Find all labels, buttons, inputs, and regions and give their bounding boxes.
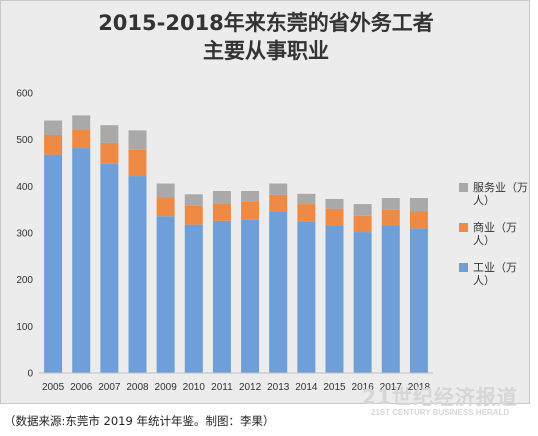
bar-commerce-2017 — [381, 209, 400, 226]
x-tick-label: 2015 — [323, 382, 346, 393]
bar-service-2017 — [381, 198, 400, 210]
legend-swatch-commerce — [459, 223, 468, 232]
y-tick-label: 0 — [27, 369, 33, 380]
chart-title-line-1: 2015-2018年来东莞的省外务工者 — [98, 11, 434, 35]
x-tick-label: 2012 — [239, 382, 262, 393]
bar-industry-2013 — [269, 212, 288, 373]
bar-service-2014 — [297, 193, 316, 205]
bar-service-2015 — [325, 198, 344, 209]
legend-swatch-industry — [459, 263, 468, 272]
x-tick-label: 2007 — [98, 382, 121, 393]
bar-industry-2018 — [409, 228, 428, 373]
bar-industry-2007 — [100, 163, 119, 373]
legend-label-industry: 工业（万人） — [473, 261, 517, 287]
x-tick-label: 2010 — [183, 382, 206, 393]
bar-industry-2010 — [184, 224, 203, 373]
y-tick-label: 100 — [16, 322, 33, 333]
bar-commerce-2005 — [44, 135, 63, 155]
bar-commerce-2006 — [72, 129, 91, 149]
legend-swatch-service — [459, 183, 468, 192]
bar-commerce-2015 — [325, 208, 344, 226]
bar-industry-2006 — [72, 148, 91, 373]
x-tick-label: 2017 — [380, 382, 403, 393]
watermark-subtext: 21ST CENTURY BUSINESS HERALD — [370, 408, 510, 417]
bar-commerce-2013 — [269, 194, 288, 212]
bar-industry-2015 — [325, 226, 344, 373]
x-tick-label: 2011 — [211, 382, 233, 393]
y-tick-label: 600 — [16, 89, 33, 100]
y-tick-label: 500 — [16, 135, 33, 146]
watermark-logo: 21世纪经济报道 21ST CENTURY BUSINESS HERALD — [350, 386, 530, 418]
bar-industry-2014 — [297, 221, 316, 373]
legend-item-service: 服务业（万人） — [459, 181, 531, 207]
bar-industry-2011 — [212, 220, 231, 373]
source-note: （数据来源:东莞市 2019 年统计年鉴。制图：李果） — [4, 414, 275, 428]
legend-item-industry: 工业（万人） — [459, 261, 531, 287]
x-tick-label: 2005 — [42, 382, 65, 393]
legend-label-commerce: 商业（万人） — [473, 221, 517, 247]
bar-service-2011 — [212, 191, 231, 204]
bar-service-2007 — [100, 125, 119, 143]
bar-service-2013 — [269, 183, 288, 195]
bar-service-2018 — [409, 198, 428, 212]
bar-commerce-2016 — [353, 215, 372, 233]
bar-service-2008 — [128, 130, 147, 150]
y-tick-label: 200 — [16, 275, 33, 286]
bar-commerce-2007 — [100, 142, 119, 164]
bar-industry-2012 — [241, 219, 260, 373]
bar-industry-2009 — [156, 216, 175, 373]
x-tick-label: 2018 — [408, 382, 431, 393]
y-tick-label: 300 — [16, 229, 33, 240]
x-tick-label: 2013 — [267, 382, 290, 393]
bar-service-2006 — [72, 115, 91, 130]
bar-industry-2017 — [381, 225, 400, 373]
chart-frame: 2015-2018年来东莞的省外务工者 主要从事职业 0 100 200 300 400… — [0, 0, 530, 404]
bar-service-2016 — [353, 204, 372, 216]
x-tick-label: 2008 — [126, 382, 149, 393]
bar-industry-2016 — [353, 232, 372, 373]
chart-title-line-2: 主要从事职业 — [203, 39, 329, 63]
x-tick-label: 2009 — [155, 382, 178, 393]
stacked-bar-chart: 0 100 200 300 400 500 600 2005 2006 2007 2008 2009 2… — [16, 89, 433, 393]
bar-commerce-2009 — [156, 197, 175, 217]
bar-commerce-2018 — [409, 211, 428, 229]
bar-commerce-2012 — [241, 201, 260, 220]
bar-service-2009 — [156, 183, 175, 198]
chart-title: 2015-2018年来东莞的省外务工者 主要从事职业 — [1, 9, 531, 65]
legend-label-service: 服务业（万人） — [473, 181, 528, 207]
bar-commerce-2014 — [297, 204, 316, 222]
x-tick-label: 2016 — [352, 382, 375, 393]
bar-service-2012 — [241, 191, 260, 202]
chart-legend: 服务业（万人） 商业（万人） 工业（万人） — [459, 181, 531, 301]
watermark-text: 21世纪经济报道 — [362, 385, 518, 409]
bar-commerce-2011 — [212, 203, 231, 221]
bar-service-2005 — [44, 120, 63, 135]
bar-commerce-2010 — [184, 205, 203, 225]
bar-industry-2008 — [128, 176, 147, 373]
x-tick-label: 2006 — [70, 382, 93, 393]
legend-item-commerce: 商业（万人） — [459, 221, 531, 247]
bar-service-2010 — [184, 194, 203, 206]
bar-industry-2005 — [44, 154, 63, 373]
x-tick-label: 2014 — [295, 382, 318, 393]
bar-commerce-2008 — [128, 149, 147, 177]
y-tick-label: 400 — [16, 182, 33, 193]
